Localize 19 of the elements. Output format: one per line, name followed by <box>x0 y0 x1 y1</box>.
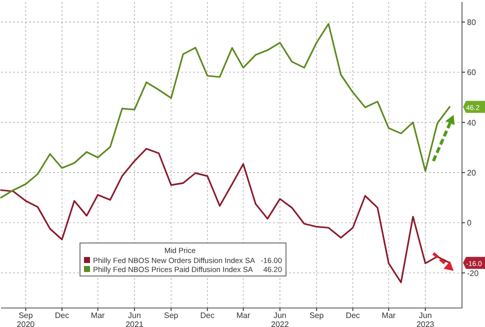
y-tick-label: 40 <box>467 118 476 128</box>
y-tick-label: -20 <box>467 268 480 278</box>
x-tick-label: Dec <box>346 311 360 320</box>
x-tick-label: Sep 2020 <box>16 311 36 327</box>
x-tick-label: Jun 2021 <box>126 311 144 327</box>
x-tick-label: Dec <box>54 311 70 320</box>
x-tick-label: Mar <box>90 311 106 320</box>
x-tick-label: Jun 2022 <box>271 311 290 327</box>
x-tick-label: Dec <box>200 311 215 320</box>
y-tick-label: 60 <box>467 68 476 78</box>
x-tick-label: Mar <box>236 311 250 320</box>
x-tick-label: Sep <box>309 311 324 320</box>
y-tick-label: 80 <box>467 18 476 28</box>
x-tick-label: Mar <box>382 311 396 320</box>
x-tick-label: Jun 2023 <box>416 311 435 327</box>
y-tick-label: 0 <box>467 218 472 228</box>
x-tick-label: Sep <box>164 311 179 320</box>
y-tick-label: 20 <box>467 168 476 178</box>
line-series <box>0 23 450 198</box>
